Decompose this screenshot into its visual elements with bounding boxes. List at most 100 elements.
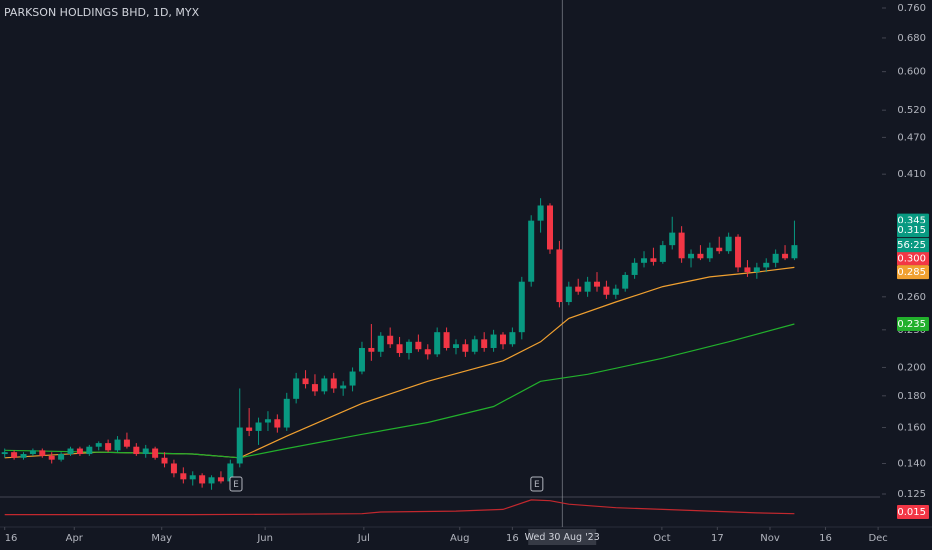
- y-tick-label: 0.470: [897, 132, 926, 143]
- indicator-tag-label: 0.015: [897, 507, 926, 518]
- indicator-line: [4, 499, 795, 516]
- candle-body: [76, 448, 83, 455]
- candle-body: [330, 378, 337, 389]
- candle-body: [481, 339, 488, 348]
- candle-body: [58, 454, 65, 460]
- candle-body: [763, 262, 770, 268]
- candle-body: [208, 477, 215, 484]
- candle-body: [20, 454, 27, 458]
- x-tick-label: Oct: [653, 533, 670, 544]
- candle-body: [735, 236, 742, 268]
- y-tick-label: 0.200: [897, 362, 926, 373]
- countdown-tag: [897, 238, 929, 253]
- price-tag: [897, 251, 929, 266]
- candle-body: [499, 334, 506, 345]
- price-tag: [897, 265, 929, 280]
- event-label: E: [534, 480, 540, 490]
- candle-body: [67, 448, 74, 455]
- candle-body: [471, 339, 478, 352]
- candle-body: [641, 258, 648, 263]
- candle-body: [725, 236, 732, 252]
- candle-body: [368, 347, 375, 352]
- x-tick-label: 16: [819, 533, 832, 544]
- candle-body: [772, 253, 779, 263]
- candle-body: [105, 443, 112, 451]
- candle-body: [744, 267, 751, 273]
- x-tick-label: Nov: [760, 533, 780, 544]
- candle-body: [349, 371, 356, 386]
- candle-body: [95, 443, 102, 447]
- candle-body: [443, 332, 450, 348]
- candle-body: [180, 473, 187, 480]
- event-label: E: [233, 480, 239, 490]
- x-tick-label: Aug: [450, 533, 470, 544]
- y-tick-label: 0.520: [897, 105, 926, 116]
- moving-average: [4, 323, 795, 459]
- candle-body: [152, 448, 159, 458]
- candle-body: [11, 452, 18, 458]
- candle-body: [452, 344, 459, 348]
- candle-body: [29, 450, 36, 455]
- candle-body: [518, 281, 525, 333]
- price-tag-label: 0.300: [897, 253, 926, 264]
- candle-body: [246, 427, 253, 431]
- candle-body: [217, 477, 224, 482]
- candle-body: [462, 344, 469, 352]
- y-tick-label: 0.260: [897, 292, 926, 303]
- event-marker: [530, 476, 544, 492]
- candle-body: [405, 341, 412, 354]
- x-tick-label: 16: [5, 533, 18, 544]
- crosshair-label: Wed 30 Aug '23: [525, 532, 600, 543]
- candle-body: [236, 427, 243, 464]
- y-tick-label: 0.680: [897, 33, 926, 44]
- candle-body: [650, 258, 657, 262]
- x-tick-label: May: [151, 533, 172, 544]
- candle-body: [706, 247, 713, 259]
- chart-title: PARKSON HOLDINGS BHD, 1D, MYX: [4, 6, 200, 19]
- price-tag-label: 0.345: [897, 216, 926, 227]
- price-tag-label: 0.285: [897, 267, 926, 278]
- candle-body: [528, 220, 535, 282]
- candle-body: [283, 398, 290, 428]
- candle-body: [547, 205, 553, 250]
- candle-body: [678, 232, 685, 259]
- candle-body: [631, 262, 638, 275]
- candle-body: [227, 463, 234, 482]
- candle-body: [133, 446, 140, 455]
- candle-body: [612, 288, 619, 295]
- candle-body: [594, 281, 601, 287]
- candle-body: [377, 335, 384, 352]
- candle-body: [434, 332, 441, 355]
- candle-body: [340, 385, 347, 389]
- candle-body: [189, 475, 196, 480]
- candle-body: [161, 457, 168, 464]
- price-tag: [897, 317, 929, 332]
- candle-body: [387, 335, 394, 345]
- candle-body: [697, 253, 704, 259]
- candle-body: [311, 384, 318, 392]
- candle-body: [255, 422, 262, 431]
- candle-body: [424, 349, 431, 355]
- candle-body: [396, 344, 403, 354]
- candle-body: [603, 286, 610, 295]
- x-tick-label: 17: [711, 533, 724, 544]
- candle-body: [782, 253, 789, 259]
- x-tick-label: Jun: [256, 533, 273, 544]
- crosshair-label-box: [528, 529, 597, 545]
- y-tick-label: 0.760: [897, 3, 926, 14]
- candle-body: [321, 378, 328, 392]
- candle-body: [302, 378, 309, 385]
- y-tick-label: 0.140: [897, 458, 926, 469]
- candle-body: [565, 286, 572, 303]
- candle-body: [142, 448, 149, 455]
- candle-body: [415, 341, 422, 350]
- x-tick-label: Dec: [868, 533, 887, 544]
- candle-body: [622, 274, 629, 289]
- candle-body: [575, 286, 582, 292]
- candle-body: [509, 332, 516, 345]
- candle-body: [490, 334, 497, 348]
- y-tick-label: 0.600: [897, 67, 926, 78]
- candle-body: [659, 245, 666, 262]
- candle-body: [791, 245, 798, 259]
